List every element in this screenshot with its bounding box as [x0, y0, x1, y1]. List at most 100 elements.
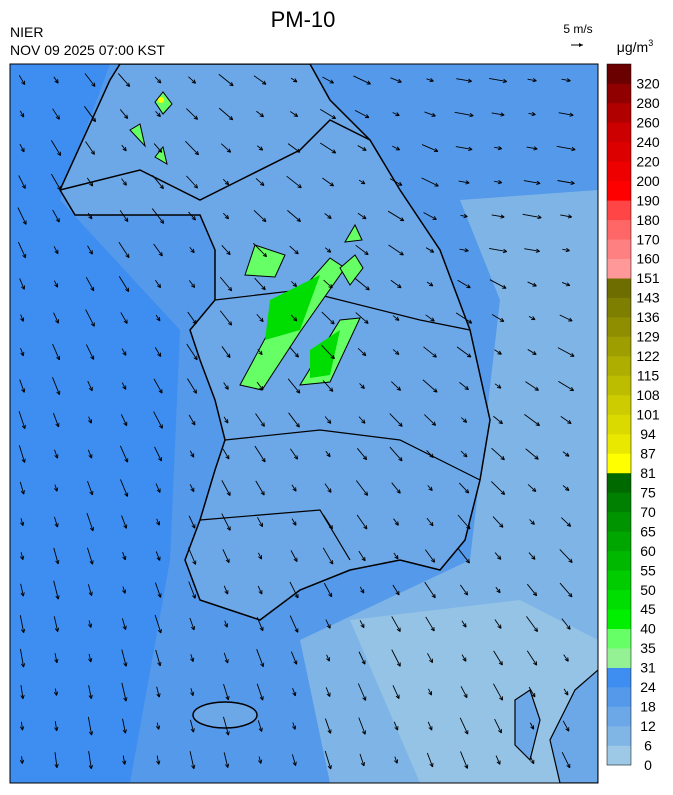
- datetime: NOV 09 2025 07:00 KST: [10, 42, 165, 58]
- wind-arrow: [356, 514, 368, 530]
- wind-arrow: [88, 751, 93, 770]
- wind-arrow: [257, 756, 263, 764]
- map-frame: [9, 63, 599, 784]
- wind-arrow: [19, 756, 25, 764]
- wind-arrow: [121, 515, 128, 529]
- wind-arrow: [223, 716, 230, 736]
- wind-arrow: [491, 112, 505, 117]
- wind-arrow: [87, 212, 93, 220]
- wind-arrow: [494, 383, 502, 389]
- wind-arrow: [187, 378, 198, 394]
- wind-arrow: [561, 281, 571, 287]
- colorbar-label: 12: [640, 718, 656, 734]
- wind-arrow: [186, 343, 198, 361]
- wind-arrow: [20, 583, 25, 597]
- wind-arrow: [493, 415, 503, 425]
- wind-arrow: [491, 214, 505, 219]
- wind-arrow: [324, 247, 332, 253]
- wind-arrow: [426, 517, 434, 527]
- wind-arrow: [428, 688, 433, 696]
- wind-arrow: [390, 77, 402, 83]
- colorbar-label: 129: [636, 329, 660, 345]
- wind-arrow: [189, 484, 195, 493]
- colorbar-swatch: [607, 102, 631, 123]
- wind-arrow: [359, 383, 365, 389]
- wind-arrow: [188, 581, 197, 599]
- wind-arrow: [17, 241, 27, 259]
- wind-arrow: [493, 683, 504, 701]
- wind-arrow: [85, 276, 95, 292]
- wind-arrow: [120, 414, 128, 427]
- wind-arrow: [253, 242, 268, 258]
- border: [59, 119, 371, 201]
- wind-arrow: [122, 586, 127, 594]
- wind-arrow: [119, 210, 129, 223]
- wind-arrow: [155, 314, 161, 322]
- unit-sup: 3: [648, 38, 653, 48]
- wind-arrow: [254, 277, 266, 291]
- wind-arrow: [322, 547, 334, 565]
- wind-arrow: [392, 685, 400, 700]
- wind-arrow: [52, 377, 61, 396]
- wind-arrow: [121, 682, 128, 702]
- wind-arrow: [255, 413, 265, 427]
- wind-arrow: [19, 648, 26, 668]
- colorbar-swatch: [607, 83, 631, 104]
- wind-arrow: [258, 552, 263, 560]
- wind-arrow: [426, 281, 434, 287]
- wind-arrow: [460, 751, 469, 769]
- wind-arrow: [119, 445, 129, 463]
- wind-arrow: [219, 310, 233, 326]
- wind-arrow: [50, 140, 62, 157]
- wind-arrow: [289, 346, 299, 358]
- wind-arrow: [393, 552, 399, 560]
- wind-arrow: [424, 581, 436, 599]
- colorbar-swatch: [607, 648, 631, 668]
- wind-arrow: [489, 279, 507, 289]
- colorbar-label: 101: [636, 407, 660, 423]
- wind-arrow: [286, 175, 302, 189]
- wind-arrow: [155, 722, 161, 730]
- wind-arrow: [389, 178, 403, 186]
- colorbar-swatch: [607, 336, 631, 357]
- wind-arrow: [324, 213, 332, 219]
- wind-arrow: [358, 651, 366, 665]
- wind-arrow: [154, 76, 162, 84]
- wind-arrows: [17, 73, 576, 770]
- wind-arrow: [221, 480, 231, 496]
- wind-arrow: [153, 378, 163, 394]
- wind-arrow: [223, 212, 230, 220]
- wind-arrow: [186, 108, 199, 120]
- colorbar-label: 45: [640, 601, 656, 617]
- wind-arrow: [528, 552, 536, 560]
- wind-arrow: [359, 620, 365, 629]
- wind-arrow: [54, 653, 59, 664]
- wind-arrow: [458, 180, 470, 185]
- wind-arrow: [155, 279, 162, 289]
- wind-arrow: [557, 180, 575, 186]
- wind-scale-label: 5 m/s: [563, 22, 592, 36]
- wind-arrow: [324, 750, 332, 770]
- wind-arrow: [257, 720, 263, 732]
- wind-arrow: [529, 519, 535, 525]
- wind-arrow: [353, 75, 371, 85]
- wind-arrow: [87, 480, 94, 496]
- wind-arrow: [154, 582, 162, 598]
- wind-arrow: [122, 718, 127, 734]
- wind-arrow: [425, 314, 435, 322]
- wind-arrow: [186, 175, 199, 189]
- colorbar-label: 115: [637, 368, 660, 384]
- colorbar-label: 65: [640, 523, 656, 539]
- wind-arrow: [495, 586, 501, 594]
- wind-arrow: [155, 483, 161, 493]
- colorbar-label: 190: [636, 192, 660, 208]
- colorbar-swatch: [607, 239, 631, 260]
- wind-arrow: [88, 685, 93, 700]
- wind-arrow: [392, 145, 401, 151]
- wind-arrow: [52, 343, 61, 361]
- wind-arrow: [53, 616, 60, 632]
- colorbar-label: 50: [640, 582, 656, 598]
- wind-arrow: [358, 179, 366, 185]
- wind-arrow: [292, 722, 297, 730]
- wind-arrow: [292, 687, 297, 697]
